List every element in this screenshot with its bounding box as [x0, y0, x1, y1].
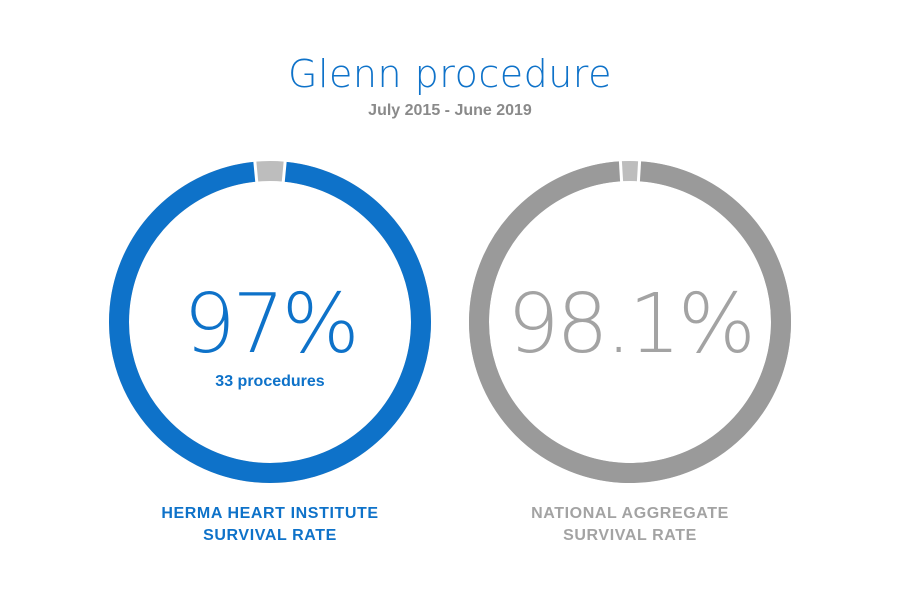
national-survival-rate-label: NATIONAL AGGREGATE SURVIVAL RATE — [470, 503, 790, 547]
herma-survival-rate-value: 97% — [183, 277, 359, 372]
herma-label-line2: SURVIVAL RATE — [203, 527, 337, 544]
national-survival-rate-value: 98.1% — [507, 277, 756, 372]
herma-ring-separator-1 — [253, 160, 259, 183]
herma-label-line1: HERMA HEART INSTITUTE — [161, 505, 379, 522]
national-label-line2: SURVIVAL RATE — [563, 527, 697, 544]
herma-ring-separator-0 — [281, 160, 287, 183]
national-label-line1: NATIONAL AGGREGATE — [531, 505, 729, 522]
chart-title: Glenn procedure — [288, 52, 612, 96]
herma-procedure-count: 33 procedures — [215, 373, 325, 390]
chart-subtitle: July 2015 - June 2019 — [368, 102, 532, 119]
herma-survival-rate-label: HERMA HEART INSTITUTE SURVIVAL RATE — [110, 503, 430, 547]
national-ring-separator-0 — [636, 160, 642, 183]
national-ring-separator-1 — [618, 160, 624, 183]
